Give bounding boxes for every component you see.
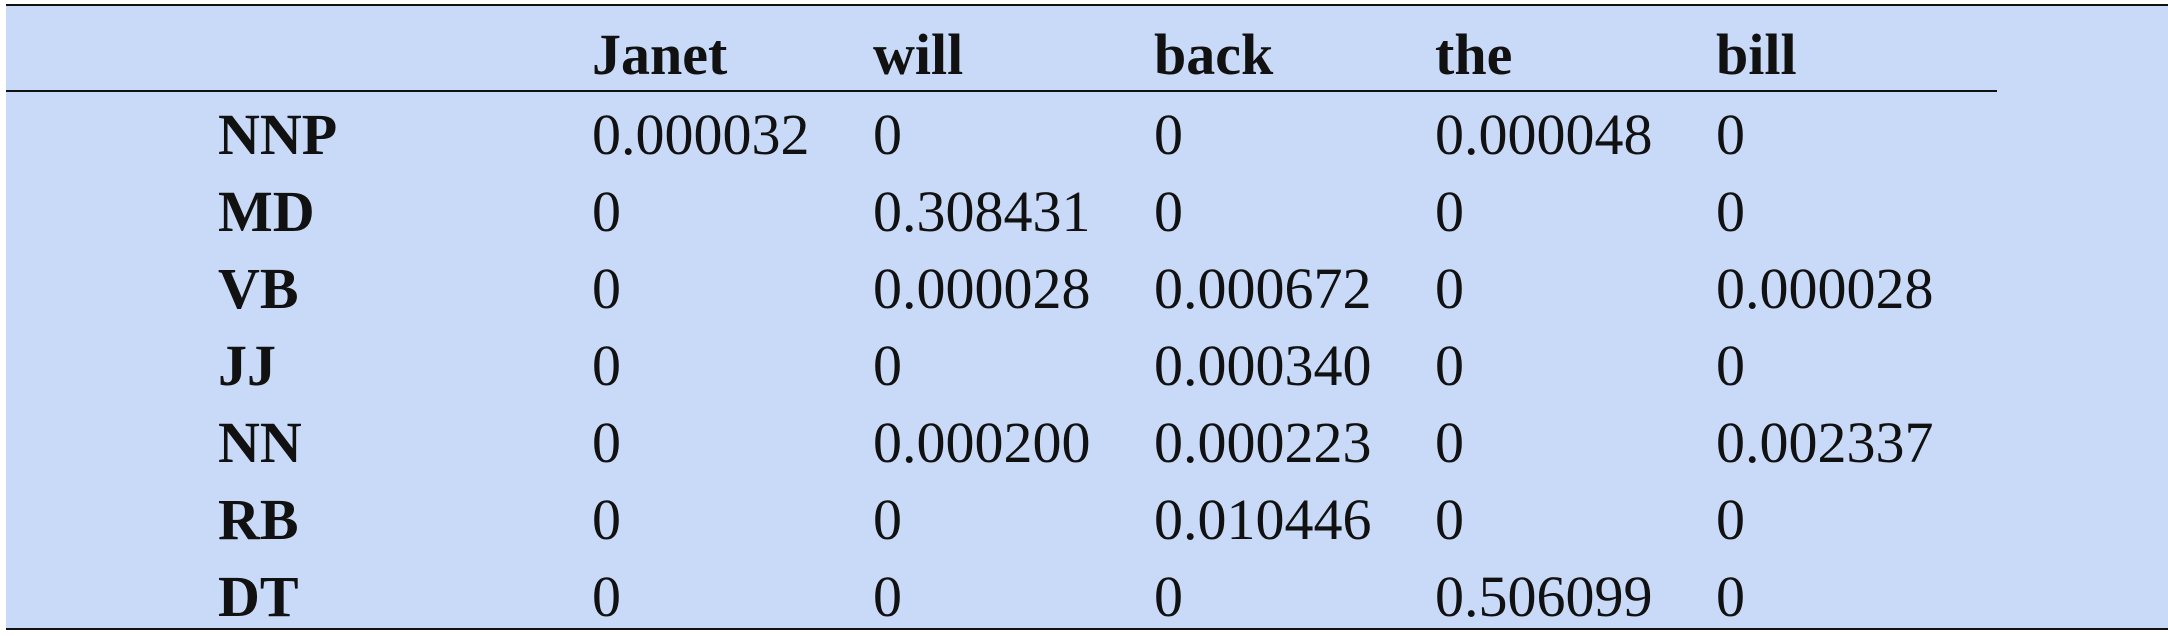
table-cell: 0: [1154, 178, 1183, 244]
row-label-md: MD: [218, 178, 315, 244]
row-label-vb: VB: [218, 255, 299, 321]
table-body: NNP 0.000032 0 0 0.000048 0 MD 0 0.30843…: [6, 91, 1997, 635]
row-label-dt: DT: [218, 563, 299, 629]
table-cell: 0: [1435, 332, 1464, 398]
table-cell: 0: [592, 563, 621, 629]
emission-probability-table: Janet will back the bill NNP 0.000032 0 …: [6, 6, 1997, 635]
table-cell: 0: [1716, 332, 1745, 398]
table-cell: 0: [873, 563, 902, 629]
table-row: NN 0 0.000200 0.000223 0 0.002337: [6, 404, 1997, 481]
table-cell: 0: [873, 486, 902, 552]
table-row: MD 0 0.308431 0 0 0: [6, 173, 1997, 250]
table-cell: 0: [873, 332, 902, 398]
table-cell: 0: [873, 101, 902, 167]
table-cell: 0.000200: [873, 409, 1091, 475]
table-cell: 0: [1435, 255, 1464, 321]
column-header-bill: bill: [1716, 6, 1997, 92]
row-label-jj: JJ: [218, 332, 276, 398]
table-row: DT 0 0 0 0.506099 0: [6, 558, 1997, 635]
table-cell: 0: [1435, 409, 1464, 475]
column-header-janet: Janet: [592, 6, 873, 92]
emission-probability-table-panel: Janet will back the bill NNP 0.000032 0 …: [6, 4, 2168, 630]
table-cell: 0: [1716, 101, 1745, 167]
table-row: JJ 0 0 0.000340 0 0: [6, 327, 1997, 404]
header-corner-cell: [6, 6, 592, 92]
table-cell: 0: [592, 332, 621, 398]
column-header-back: back: [1154, 6, 1435, 92]
table-cell: 0.000223: [1154, 409, 1372, 475]
table-cell: 0.002337: [1716, 409, 1934, 475]
table-cell: 0: [592, 255, 621, 321]
table-cell: 0: [1716, 563, 1745, 629]
table-cell: 0.000048: [1435, 101, 1653, 167]
table-row: VB 0 0.000028 0.000672 0 0.000028: [6, 250, 1997, 327]
row-label-nn: NN: [218, 409, 302, 475]
table-cell: 0.000028: [1716, 255, 1934, 321]
header-row: Janet will back the bill: [6, 6, 1997, 92]
table-cell: 0.308431: [873, 178, 1091, 244]
table-cell: 0: [592, 409, 621, 475]
table-cell: 0.000028: [873, 255, 1091, 321]
table-cell: 0: [1435, 178, 1464, 244]
row-label-nnp: NNP: [218, 101, 338, 167]
table-header: Janet will back the bill: [6, 6, 1997, 92]
table-cell: 0: [1154, 101, 1183, 167]
table-cell: 0: [592, 178, 621, 244]
table-cell: 0.000032: [592, 101, 810, 167]
table-row: NNP 0.000032 0 0 0.000048 0: [6, 91, 1997, 173]
row-label-rb: RB: [218, 486, 299, 552]
table-cell: 0.010446: [1154, 486, 1372, 552]
table-cell: 0.000672: [1154, 255, 1372, 321]
table-cell: 0: [592, 486, 621, 552]
table-cell: 0: [1716, 486, 1745, 552]
table-cell: 0.506099: [1435, 563, 1653, 629]
column-header-will: will: [873, 6, 1154, 92]
column-header-the: the: [1435, 6, 1716, 92]
table-cell: 0: [1154, 563, 1183, 629]
table-cell: 0.000340: [1154, 332, 1372, 398]
table-cell: 0: [1716, 178, 1745, 244]
table-cell: 0: [1435, 486, 1464, 552]
table-row: RB 0 0 0.010446 0 0: [6, 481, 1997, 558]
